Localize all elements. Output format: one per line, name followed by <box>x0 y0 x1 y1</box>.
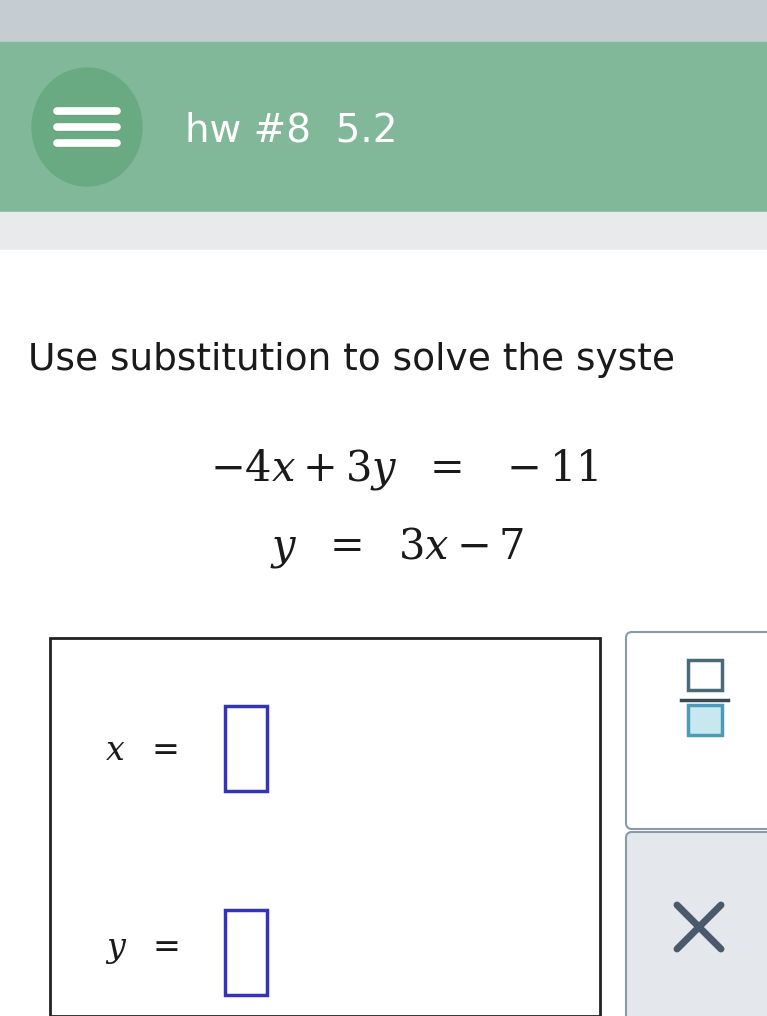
Bar <box>0 0 767 42</box>
Ellipse shape <box>32 68 142 186</box>
Bar <box>0 42 767 212</box>
Text: Use substitution to solve the syste: Use substitution to solve the syste <box>28 342 675 378</box>
Text: hw #8  5.2: hw #8 5.2 <box>185 111 397 149</box>
FancyBboxPatch shape <box>225 910 267 995</box>
FancyBboxPatch shape <box>225 706 267 791</box>
Bar <box>0 212 767 250</box>
FancyBboxPatch shape <box>626 832 767 1016</box>
Text: $y\ \ =$: $y\ \ =$ <box>105 934 179 966</box>
Text: $y\ \ =\ \ 3x-7$: $y\ \ =\ \ 3x-7$ <box>270 525 525 571</box>
Bar <box>0 250 767 1016</box>
Text: $-4x+3y\ \ =\ \ -11$: $-4x+3y\ \ =\ \ -11$ <box>210 447 598 493</box>
FancyBboxPatch shape <box>626 632 767 829</box>
FancyBboxPatch shape <box>688 660 722 690</box>
FancyBboxPatch shape <box>688 705 722 735</box>
FancyBboxPatch shape <box>50 638 600 1016</box>
Text: $x\ \ =$: $x\ \ =$ <box>105 734 178 766</box>
